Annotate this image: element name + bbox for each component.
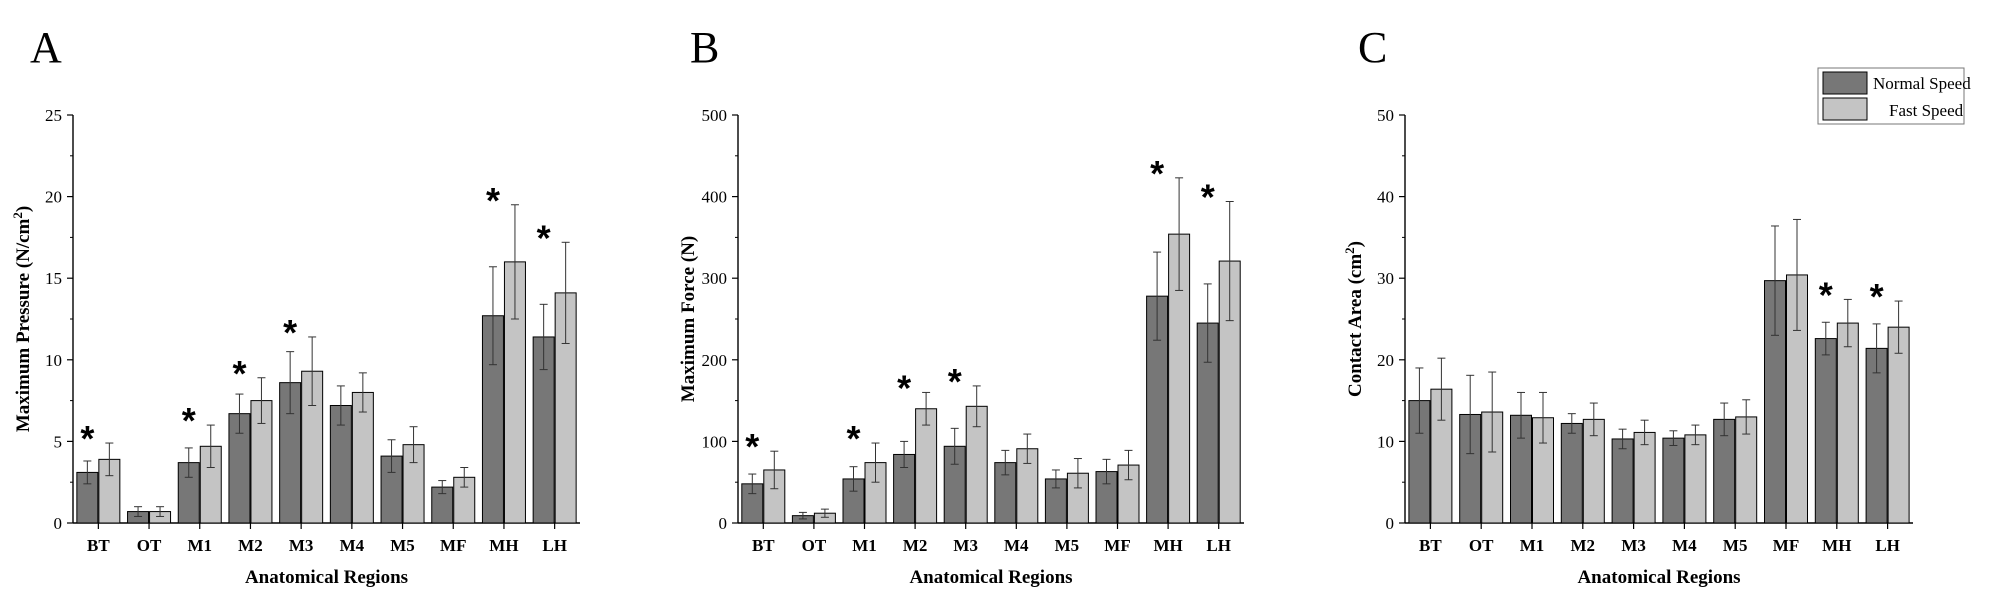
y-axis-label: Contact Area (cm2)	[1342, 241, 1366, 397]
bar-normal-m4	[1662, 437, 1685, 524]
y-axis-label-text: Maximum Pressure (N/cm	[13, 218, 34, 432]
x-tick-label-ot: OT	[802, 536, 827, 555]
x-tick-label-bt: BT	[752, 536, 775, 555]
y-tick-label: 20	[1377, 351, 1394, 370]
significance-star-lh: *	[1870, 276, 1884, 317]
panel-letter-a: A	[30, 23, 62, 72]
panel-letter-b: B	[690, 23, 719, 72]
x-tick-label-m2: M2	[1571, 536, 1596, 555]
significance-star-mh: *	[1819, 274, 1833, 315]
panel-letter-c: C	[1358, 23, 1387, 72]
legend-normal-swatch	[1822, 71, 1868, 95]
x-tick-label-mf: MF	[1104, 536, 1130, 555]
x-tick-label-lh: LH	[542, 536, 567, 555]
x-tick-label-ot: OT	[137, 536, 162, 555]
x-tick-label-bt: BT	[1419, 536, 1442, 555]
legend-fast-swatch	[1822, 97, 1868, 121]
y-axis-label-end: )	[13, 206, 34, 212]
x-tick-label-m5: M5	[1723, 536, 1748, 555]
y-axis-label-text: Maximum Force (N)	[678, 236, 699, 402]
panel-b: B 0 100 200 300 400 500 Maximum Force (N) Anato…	[678, 23, 1244, 588]
significance-star-lh: *	[1201, 176, 1215, 217]
x-tick-label-bt: BT	[87, 536, 110, 555]
significance-star-bt: *	[80, 418, 94, 459]
significance-star-m3: *	[948, 361, 962, 402]
x-tick-label-mh: MH	[1822, 536, 1851, 555]
y-tick-label: 500	[702, 106, 728, 125]
bar-fast-m4	[1684, 434, 1707, 524]
y-tick-label: 50	[1377, 106, 1394, 125]
x-axis-label: Anatomical Regions	[909, 567, 1072, 588]
bar-normal-m2	[1560, 422, 1583, 524]
x-tick-label-m1: M1	[187, 536, 212, 555]
x-tick-label-m1: M1	[852, 536, 877, 555]
significance-star-lh: *	[537, 217, 551, 258]
bar-normal-mh	[1814, 338, 1837, 524]
x-tick-label-mh: MH	[489, 536, 518, 555]
panel-a: A 0 5 10 15 20 25 Maximum Pressure (N/cm2) Anat…	[10, 23, 580, 588]
y-tick-label: 200	[702, 351, 728, 370]
x-tick-label-lh: LH	[1206, 536, 1231, 555]
y-tick-label: 20	[45, 188, 62, 207]
y-tick-label: 15	[45, 269, 62, 288]
significance-star-m1: *	[182, 400, 196, 441]
significance-star-mh: *	[1150, 153, 1164, 194]
significance-star-m2: *	[897, 367, 911, 408]
legend: Normal Speed Fast Speed	[1817, 67, 1971, 125]
y-tick-label: 30	[1377, 269, 1394, 288]
bar-fast-m2	[915, 408, 938, 524]
y-tick-label: 300	[702, 269, 728, 288]
x-tick-label-m4: M4	[1004, 536, 1029, 555]
y-tick-label: 10	[45, 351, 62, 370]
y-tick-label: 0	[719, 514, 728, 533]
x-tick-label-m2: M2	[238, 536, 263, 555]
x-tick-label-lh: LH	[1875, 536, 1900, 555]
bar-fast-m3	[1633, 431, 1656, 524]
x-tick-label-m2: M2	[903, 536, 928, 555]
bar-fast-lh	[1887, 326, 1910, 524]
x-tick-label-m4: M4	[1672, 536, 1697, 555]
x-tick-label-mf: MF	[1773, 536, 1799, 555]
significance-star-m1: *	[846, 418, 860, 459]
x-tick-label-mf: MF	[440, 536, 466, 555]
legend-fast-label: Fast Speed	[1889, 101, 1964, 120]
significance-star-m3: *	[283, 312, 297, 353]
x-tick-label-m3: M3	[289, 536, 314, 555]
x-tick-label-m3: M3	[1621, 536, 1646, 555]
significance-star-mh: *	[486, 180, 500, 221]
y-tick-label: 400	[702, 188, 728, 207]
y-tick-label: 0	[54, 514, 63, 533]
bar-fast-mh	[1836, 322, 1859, 524]
y-axis-label-end: )	[1345, 241, 1366, 247]
y-axis-label: Maximum Pressure (N/cm2)	[10, 206, 34, 432]
x-tick-label-m5: M5	[390, 536, 415, 555]
y-tick-label: 5	[54, 432, 63, 451]
x-tick-label-m3: M3	[953, 536, 978, 555]
x-tick-label-ot: OT	[1469, 536, 1494, 555]
x-tick-label-mh: MH	[1153, 536, 1182, 555]
x-tick-label-m1: M1	[1520, 536, 1545, 555]
x-axis-label: Anatomical Regions	[1577, 567, 1740, 588]
y-tick-label: 10	[1377, 432, 1394, 451]
y-axis-label-text: Contact Area (cm	[1345, 254, 1366, 397]
y-tick-label: 25	[45, 106, 62, 125]
panel-c: C 0 10 20 30 40 50 Contact Area (cm2) Anatomica…	[1342, 23, 1913, 588]
y-axis-label: Maximum Force (N)	[678, 236, 699, 402]
y-tick-label: 40	[1377, 188, 1394, 207]
y-axis-label-superscript: 2	[10, 212, 25, 219]
y-axis-label-superscript: 2	[1342, 247, 1357, 254]
x-axis-label: Anatomical Regions	[245, 567, 408, 588]
bar-normal-m3	[1611, 438, 1634, 524]
x-tick-label-m4: M4	[340, 536, 365, 555]
y-tick-label: 100	[702, 432, 728, 451]
significance-star-bt: *	[745, 426, 759, 467]
x-tick-label-m5: M5	[1055, 536, 1080, 555]
legend-box	[1817, 67, 1965, 125]
significance-star-m2: *	[232, 353, 246, 394]
legend-normal-label: Normal Speed	[1873, 74, 1971, 93]
bar-normal-lh	[1865, 347, 1888, 524]
y-tick-label: 0	[1386, 514, 1395, 533]
